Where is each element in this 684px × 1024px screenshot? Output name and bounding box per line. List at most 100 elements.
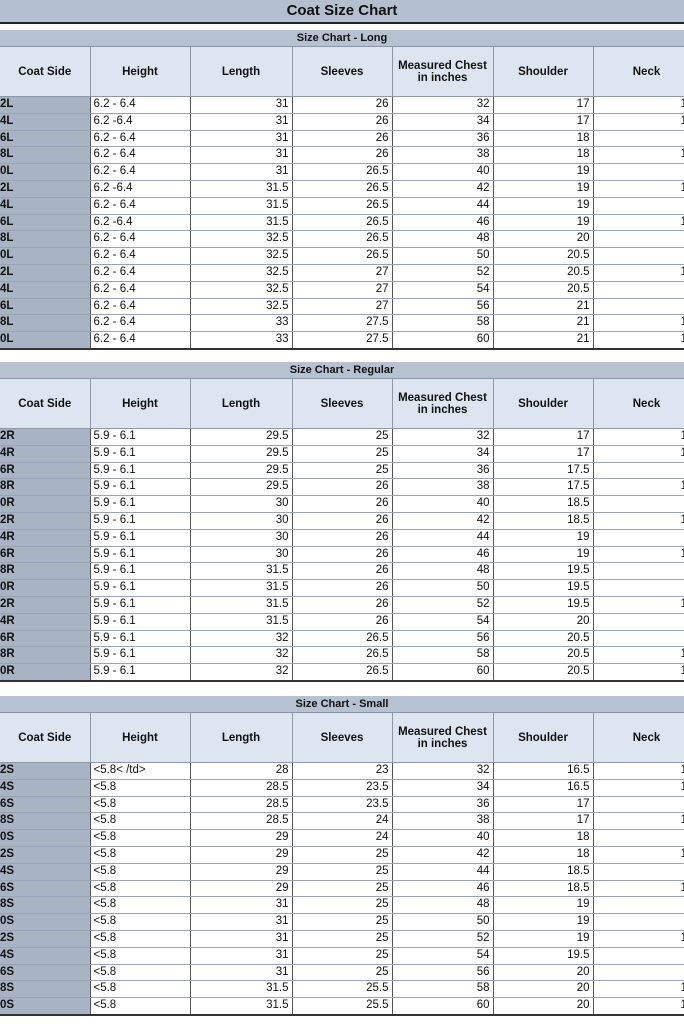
table-cell: 21 <box>493 298 594 316</box>
table-cell: 30 <box>190 495 293 513</box>
table-cell: 46 <box>392 214 494 232</box>
table-cell: 1 <box>593 913 684 931</box>
table-cell: 15. <box>593 146 684 165</box>
column-header: Shoulder <box>493 47 594 97</box>
table-cell: 19.5 <box>493 579 594 597</box>
table-cell: 2R <box>0 428 91 446</box>
table-cell: 58 <box>392 980 494 999</box>
table-cell: 19 <box>493 163 594 181</box>
table-cell: 26.5 <box>292 230 393 249</box>
table-cell: 16.5 <box>493 779 594 797</box>
table-cell: 1 <box>593 829 684 847</box>
table-cell: 1 <box>593 230 684 249</box>
table-cell: <5.8 <box>90 947 191 965</box>
table-cell: 32.5 <box>190 230 293 249</box>
table-cell: 31.5 <box>190 197 293 215</box>
table-cell: 19 <box>493 896 594 915</box>
table-cell: 5.9 - 6.1 <box>90 663 191 682</box>
table-cell: 32 <box>392 762 494 780</box>
table-cell: 32.5 <box>190 281 293 299</box>
table-cell: 34 <box>392 113 494 131</box>
column-header: Length <box>190 713 293 763</box>
table-cell: 52 <box>392 930 494 948</box>
table-cell: 1 <box>593 796 684 814</box>
table-cell: 17 <box>493 445 594 463</box>
table-cell: <5.8 <box>90 880 191 898</box>
table-cell: 58 <box>392 646 494 665</box>
table-cell: 46 <box>392 880 494 898</box>
table-cell: 25 <box>292 964 393 982</box>
table-cell: 19 <box>493 214 594 232</box>
column-header: Length <box>190 379 293 429</box>
table-cell: <5.8 <box>90 846 191 864</box>
table-cell: 1 <box>593 630 684 648</box>
table-cell: 17. <box>593 546 684 564</box>
table-cell: 42 <box>392 846 494 864</box>
table-cell: 25 <box>292 428 393 446</box>
table-cell: 15. <box>593 812 684 831</box>
table-cell: 60 <box>392 997 494 1016</box>
column-header: Sleeves <box>292 379 393 429</box>
table-cell: 4L <box>0 281 91 299</box>
table-cell: 1 <box>593 896 684 915</box>
table-cell: 25 <box>292 880 393 898</box>
table-cell: 0R <box>0 579 91 597</box>
table-cell: 28 <box>190 762 293 780</box>
table-cell: 17. <box>593 880 684 898</box>
table-cell: 26.5 <box>292 663 393 682</box>
table-cell: 27.5 <box>292 331 393 350</box>
table-row: 0S<5.8312550191 <box>0 913 684 931</box>
table-cell: 19 <box>493 930 594 948</box>
table-cell: <5.8 <box>90 930 191 948</box>
table-cell: 58 <box>392 314 494 333</box>
table-cell: 1 <box>593 281 684 299</box>
table-cell: 26 <box>292 596 393 614</box>
table-cell: 6R <box>0 630 91 648</box>
column-header: Shoulder <box>493 379 594 429</box>
column-header: Sleeves <box>292 713 393 763</box>
table-cell: 26.5 <box>292 646 393 665</box>
table-cell: 56 <box>392 964 494 982</box>
table-cell: <5.8 <box>90 997 191 1016</box>
table-cell: 19. <box>593 331 684 350</box>
column-header: Coat Side <box>0 713 91 763</box>
table-cell: 19. <box>593 980 684 999</box>
table-cell: 33 <box>190 331 293 350</box>
section-heading: Size Chart - Small <box>0 696 684 713</box>
table-cell: 29.5 <box>190 478 293 497</box>
table-cell: <5.8 <box>90 829 191 847</box>
table-cell: 2R <box>0 596 91 614</box>
table-cell: 8R <box>0 478 91 497</box>
table-cell: 25 <box>292 930 393 948</box>
table-row: 2S<5.83125521918. <box>0 930 684 948</box>
table-cell: 18 <box>493 846 594 864</box>
table-cell: 40 <box>392 495 494 513</box>
table-cell: 31.5 <box>190 562 293 581</box>
table-cell: 18. <box>593 264 684 282</box>
size-table: Coat Side Height Length Sleeves Measured Che… <box>0 379 684 682</box>
table-cell: 16. <box>593 512 684 530</box>
table-cell: 15. <box>593 478 684 497</box>
table-cell: 48 <box>392 230 494 249</box>
table-cell: 25 <box>292 863 393 881</box>
table-cell: 44 <box>392 197 494 215</box>
table-cell: 26 <box>292 146 393 165</box>
table-cell: 1 <box>593 579 684 597</box>
table-row: 6S<5.828.523.536171 <box>0 796 684 814</box>
table-cell: 26.5 <box>292 180 393 198</box>
table-cell: 31 <box>190 96 293 114</box>
table-cell: 19.5 <box>493 947 594 965</box>
column-header: Neck <box>593 47 684 97</box>
table-cell: <5.8< /td> <box>90 762 191 780</box>
table-cell: 6.2 - 6.4 <box>90 264 191 282</box>
table-cell: 4L <box>0 197 91 215</box>
table-row: 4R5.9 - 6.131.52654201 <box>0 613 684 631</box>
table-row: 8S<5.828.524381715. <box>0 812 684 831</box>
table-cell: 23.5 <box>292 779 393 797</box>
table-cell: 31 <box>190 163 293 181</box>
